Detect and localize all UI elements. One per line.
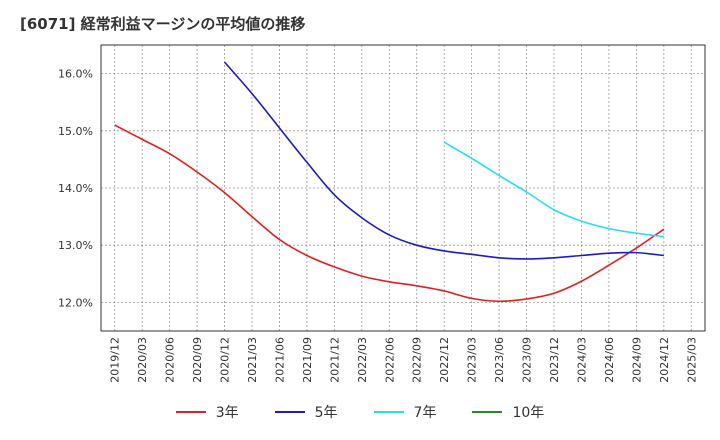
- series-line-1: [114, 124, 665, 303]
- legend-label: 5年: [314, 405, 338, 421]
- legend-item-1: 3年: [175, 402, 239, 422]
- x-tick-label: 2024/12: [658, 337, 671, 383]
- x-tick-label: 2022/06: [383, 337, 396, 383]
- x-tick-label: 2024/03: [575, 337, 588, 383]
- x-tick-label: 2019/12: [109, 337, 122, 383]
- legend-item-3: 7年: [373, 402, 437, 422]
- x-tick-label: 2021/06: [273, 337, 286, 383]
- x-tick-label: 2022/09: [411, 337, 424, 383]
- y-tick-label: 15.0%: [58, 125, 93, 138]
- legend-swatch: [373, 411, 404, 413]
- x-tick-label: 2020/06: [164, 337, 177, 383]
- y-tick-label: 14.0%: [58, 182, 93, 195]
- x-tick-label: 2021/03: [246, 337, 259, 383]
- x-tick-label: 2021/09: [301, 337, 314, 383]
- x-tick-label: 2024/06: [603, 337, 616, 383]
- plot-area: [100, 44, 706, 332]
- x-tick-label: 2024/09: [630, 337, 643, 383]
- x-tick-label: 2022/12: [438, 337, 451, 383]
- chart-title: [6071] 経常利益マージンの平均値の推移: [20, 15, 306, 33]
- x-tick-label: 2020/12: [219, 337, 232, 383]
- y-tick-label: 16.0%: [58, 68, 93, 81]
- x-tick-label: 2023/03: [466, 337, 479, 383]
- legend: 3年 5年 7年 10年: [0, 402, 720, 422]
- legend-item-4: 10年: [472, 402, 544, 422]
- legend-item-2: 5年: [274, 402, 338, 422]
- legend-label: 7年: [413, 405, 437, 421]
- x-tick-label: 2023/09: [521, 337, 534, 383]
- y-tick-label: 13.0%: [58, 239, 93, 252]
- x-tick-label: 2021/12: [328, 337, 341, 383]
- x-tick-label: 2025/03: [685, 337, 698, 383]
- series-line-2: [223, 61, 664, 260]
- legend-swatch: [274, 411, 305, 413]
- x-tick-label: 2022/03: [356, 337, 369, 383]
- x-tick-label: 2023/06: [493, 337, 506, 383]
- y-tick-label: 12.0%: [58, 296, 93, 309]
- x-tick-label: 2020/03: [136, 337, 149, 383]
- legend-label: 10年: [512, 405, 545, 421]
- series-line-3: [443, 141, 664, 238]
- legend-swatch: [175, 411, 206, 413]
- x-tick-label: 2020/09: [191, 337, 204, 383]
- legend-swatch: [472, 411, 503, 413]
- x-tick-label: 2023/12: [548, 337, 561, 383]
- legend-label: 3年: [215, 405, 239, 421]
